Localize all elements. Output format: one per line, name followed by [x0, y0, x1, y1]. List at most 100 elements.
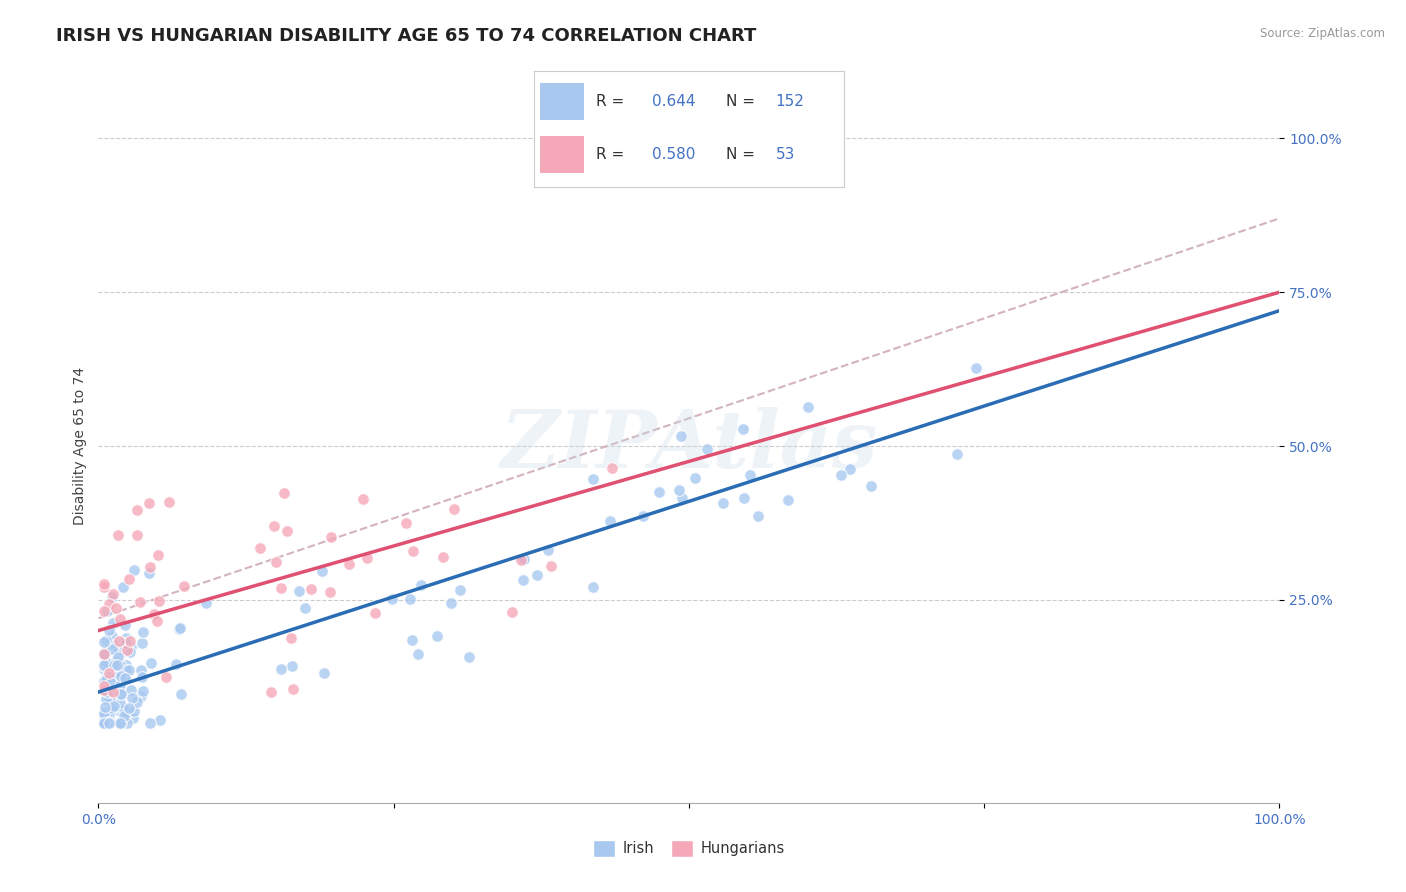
- Point: [122, 711, 145, 725]
- Point: [129, 689, 152, 703]
- Point: [401, 633, 423, 648]
- Point: [669, 429, 692, 443]
- Point: [104, 638, 127, 652]
- Point: [747, 508, 769, 523]
- Point: [108, 678, 131, 692]
- Point: [103, 658, 125, 673]
- Point: [94, 673, 117, 688]
- Point: [97, 665, 120, 680]
- Point: [105, 647, 128, 661]
- Text: 0.644: 0.644: [652, 94, 696, 109]
- Point: [537, 542, 560, 557]
- Text: R =: R =: [596, 147, 630, 162]
- Point: [115, 636, 138, 650]
- Point: [104, 693, 127, 707]
- Point: [96, 672, 118, 686]
- Point: [108, 662, 131, 676]
- Point: [121, 691, 143, 706]
- Point: [93, 647, 115, 661]
- Point: [110, 715, 132, 730]
- Point: [101, 590, 124, 604]
- Point: [671, 491, 693, 505]
- Point: [105, 703, 128, 717]
- Point: [94, 645, 117, 659]
- Point: [97, 715, 120, 730]
- Point: [683, 471, 706, 485]
- Point: [352, 492, 374, 507]
- Point: [98, 624, 121, 638]
- Point: [93, 715, 115, 730]
- Point: [100, 685, 122, 699]
- Point: [118, 663, 141, 677]
- Text: 152: 152: [776, 94, 804, 109]
- Point: [733, 422, 755, 436]
- Point: [513, 552, 536, 566]
- Point: [648, 485, 671, 500]
- Point: [94, 715, 117, 730]
- Point: [93, 662, 115, 676]
- Point: [288, 584, 311, 599]
- Point: [93, 715, 115, 730]
- Point: [93, 683, 115, 698]
- Point: [96, 685, 118, 699]
- Point: [631, 508, 654, 523]
- Point: [103, 685, 125, 699]
- Point: [409, 577, 432, 591]
- Point: [299, 582, 322, 596]
- Point: [108, 611, 131, 625]
- Point: [281, 681, 304, 696]
- Point: [114, 711, 136, 725]
- Point: [107, 528, 129, 542]
- Point: [170, 687, 193, 701]
- Point: [105, 658, 128, 673]
- Point: [98, 710, 121, 724]
- Point: [93, 673, 115, 688]
- Text: 0.580: 0.580: [652, 147, 695, 162]
- Point: [381, 592, 404, 607]
- Point: [148, 594, 170, 608]
- Point: [103, 699, 125, 714]
- Point: [111, 715, 134, 730]
- Point: [319, 530, 342, 544]
- Point: [125, 527, 148, 541]
- Point: [120, 640, 142, 655]
- Point: [112, 639, 135, 653]
- Point: [125, 695, 148, 709]
- Point: [945, 447, 967, 461]
- Point: [103, 682, 125, 697]
- Point: [139, 559, 162, 574]
- Point: [93, 604, 115, 618]
- Point: [107, 666, 129, 681]
- Point: [94, 691, 117, 706]
- Point: [115, 642, 138, 657]
- Point: [94, 657, 117, 672]
- Point: [101, 615, 124, 630]
- Point: [364, 606, 387, 620]
- Point: [93, 648, 115, 662]
- Point: [155, 669, 177, 683]
- Point: [711, 496, 734, 510]
- Point: [318, 585, 340, 599]
- Point: [100, 704, 122, 718]
- Point: [120, 683, 142, 698]
- Text: N =: N =: [725, 147, 759, 162]
- Point: [406, 647, 429, 661]
- Point: [93, 708, 115, 723]
- Point: [143, 607, 166, 621]
- Text: Source: ZipAtlas.com: Source: ZipAtlas.com: [1260, 27, 1385, 40]
- Point: [93, 673, 115, 688]
- Point: [129, 663, 152, 677]
- Point: [105, 654, 128, 668]
- Point: [111, 580, 134, 594]
- Point: [93, 706, 115, 720]
- Point: [194, 597, 217, 611]
- Point: [115, 715, 138, 730]
- Point: [127, 503, 149, 517]
- Point: [101, 641, 124, 656]
- Point: [263, 518, 285, 533]
- Point: [93, 679, 115, 693]
- Point: [97, 680, 120, 694]
- Y-axis label: Disability Age 65 to 74: Disability Age 65 to 74: [73, 367, 87, 525]
- Point: [270, 662, 292, 676]
- Point: [141, 656, 163, 670]
